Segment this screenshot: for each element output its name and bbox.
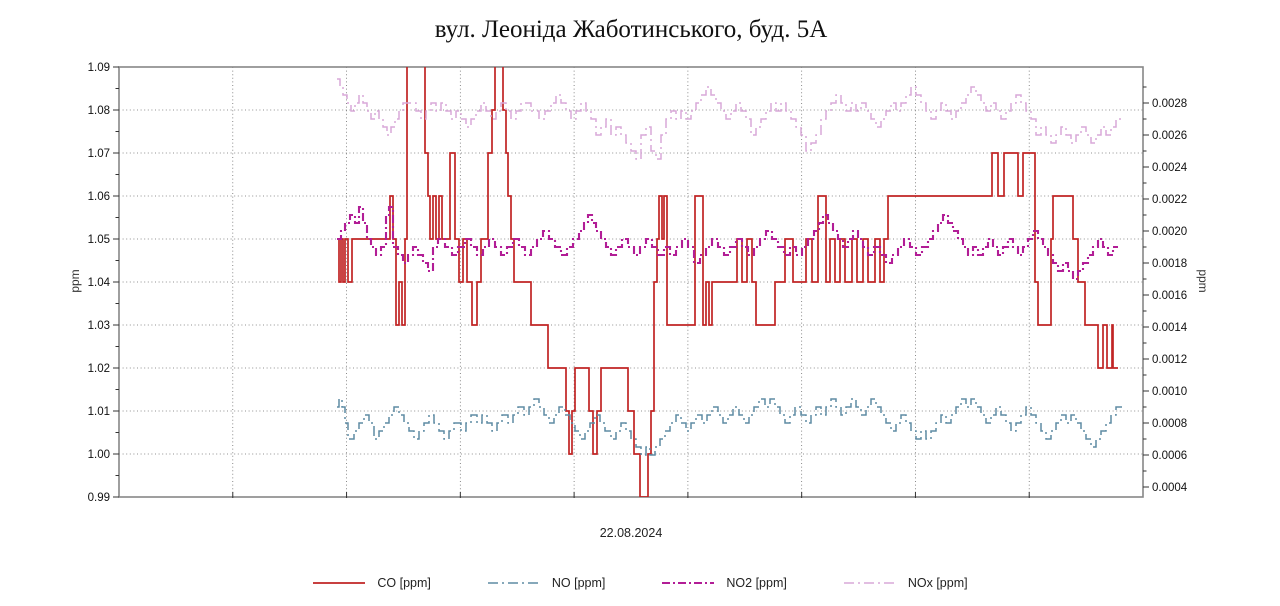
legend-item-no: NO [ppm] [487, 576, 606, 590]
svg-text:1.03: 1.03 [88, 320, 110, 332]
right-tick-labels: 0.0028 0.0026 0.0024 0.0022 0.0020 0.0018 0.00… [1152, 98, 1188, 494]
no-line [337, 398, 1122, 456]
chart-title: вул. Леоніда Жаботинського, буд. 5А [434, 16, 828, 43]
legend-line-swatch [313, 582, 366, 584]
legend-label: NO [ppm] [551, 576, 606, 590]
legend-line-swatch [662, 581, 715, 585]
svg-text:1.05: 1.05 [88, 234, 110, 246]
svg-text:0.0010: 0.0010 [1152, 386, 1187, 398]
svg-text:0.0012: 0.0012 [1152, 354, 1187, 366]
svg-text:0.99: 0.99 [88, 492, 110, 504]
svg-text:0.0016: 0.0016 [1152, 290, 1187, 302]
svg-text:1.02: 1.02 [88, 363, 110, 375]
svg-text:1.04: 1.04 [88, 277, 111, 289]
gridlines [119, 67, 1143, 497]
legend-label: CO [ppm] [377, 576, 431, 590]
legend-item-co: CO [ppm] [312, 576, 431, 590]
svg-text:0.0024: 0.0024 [1152, 162, 1188, 174]
left-tick-labels: 1.09 1.08 1.07 1.06 1.05 1.04 1.03 1.02 1.01 1.00… [88, 62, 111, 504]
svg-text:0.0018: 0.0018 [1152, 258, 1187, 270]
series-lines [337, 67, 1122, 497]
axis-ticks [113, 66, 1149, 498]
svg-text:0.0028: 0.0028 [1152, 98, 1187, 110]
svg-text:0.0008: 0.0008 [1152, 418, 1187, 430]
svg-text:1.01: 1.01 [88, 406, 110, 418]
svg-text:0.0004: 0.0004 [1152, 482, 1188, 494]
svg-text:0.0014: 0.0014 [1152, 322, 1188, 334]
x-axis-date-label: 22.08.2024 [599, 526, 663, 540]
legend-line-swatch [487, 582, 540, 584]
svg-text:1.07: 1.07 [88, 148, 110, 160]
legend-line-swatch [843, 582, 896, 584]
svg-text:0.0020: 0.0020 [1152, 226, 1187, 238]
co-line [337, 67, 1118, 497]
svg-text:0.0006: 0.0006 [1152, 450, 1187, 462]
legend-label: NO2 [ppm] [726, 576, 787, 590]
svg-text:1.09: 1.09 [88, 62, 110, 74]
svg-text:0.0026: 0.0026 [1152, 130, 1187, 142]
nox-line [337, 78, 1122, 160]
no2-line [337, 205, 1118, 281]
legend-item-nox: NOx [ppm] [843, 576, 968, 590]
legend-item-no2: NO2 [ppm] [661, 576, 787, 590]
svg-text:0.0022: 0.0022 [1152, 194, 1187, 206]
legend: CO [ppm] NO [ppm] NO2 [ppm] NOx [ppm] [0, 576, 1280, 590]
svg-text:1.08: 1.08 [88, 105, 110, 117]
legend-label: NOx [ppm] [907, 576, 968, 590]
svg-text:1.00: 1.00 [88, 449, 110, 461]
svg-text:1.06: 1.06 [88, 191, 110, 203]
